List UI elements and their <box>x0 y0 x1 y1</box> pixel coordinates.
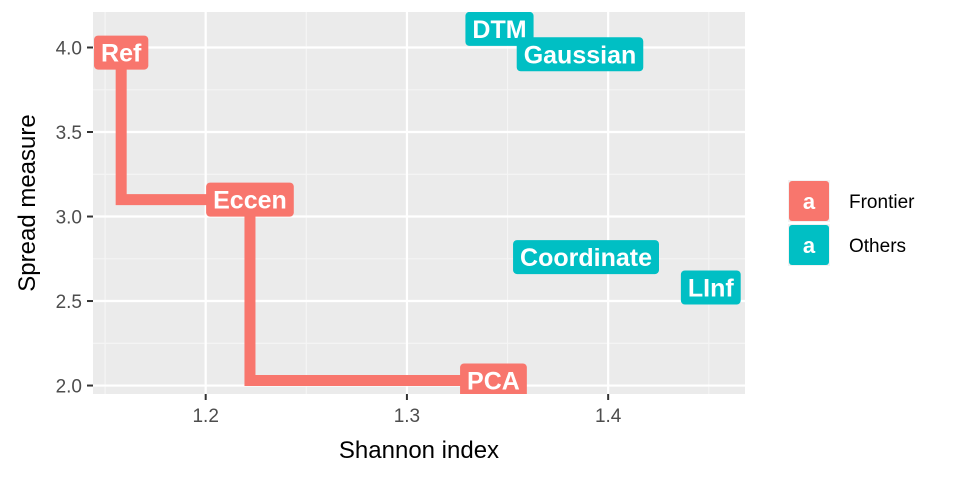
legend-entry-others: a Others <box>788 224 906 266</box>
point-label-box <box>465 12 534 46</box>
y-tick-label: 3.5 <box>56 123 82 144</box>
x-tick-label: 1.3 <box>394 406 420 427</box>
point-label-gaussian: Gaussian <box>516 37 644 72</box>
point-label-text: Eccen <box>213 187 287 215</box>
x-tick-label: 1.2 <box>192 406 218 427</box>
y-tick-label: 3.0 <box>56 208 82 229</box>
point-label-box <box>460 363 527 394</box>
point-label-dtm: DTM <box>465 12 534 46</box>
point-label-box <box>680 270 741 305</box>
point-label-coordinate: Coordinate <box>513 240 659 275</box>
point-label-text: Gaussian <box>524 41 637 69</box>
legend-key-glyph: a <box>803 233 816 258</box>
y-tick-label: 4.0 <box>56 38 82 59</box>
point-label-pca: PCA <box>460 363 527 395</box>
point-label-linf: LInf <box>680 270 741 305</box>
legend: a Frontier a Others <box>788 180 915 266</box>
point-label-text: Ref <box>101 40 142 68</box>
x-tick-label: 1.4 <box>595 406 622 427</box>
legend-key-glyph: a <box>803 189 816 214</box>
legend-key-swatch <box>789 181 829 221</box>
point-label-text: Coordinate <box>520 244 652 272</box>
point-label-box <box>513 240 659 275</box>
point-label-ref: Ref <box>94 35 149 70</box>
point-label-box <box>206 182 294 217</box>
point-label-box <box>516 37 644 72</box>
legend-entry-frontier: a Frontier <box>788 180 915 222</box>
major-gridlines <box>93 12 745 394</box>
point-label-text: PCA <box>467 367 520 395</box>
legend-label: Others <box>849 236 906 257</box>
point-label-box <box>94 35 149 70</box>
x-axis-title: Shannon index <box>339 437 499 464</box>
point-label-text: LInf <box>688 275 734 303</box>
y-tick-label: 2.5 <box>56 292 82 313</box>
legend-key-swatch <box>789 225 829 265</box>
y-axis-title: Spread measure <box>14 114 41 291</box>
y-tick-label: 2.0 <box>56 377 82 398</box>
point-label-eccen: Eccen <box>206 182 294 217</box>
y-axis: 2.0 2.5 3.0 3.5 4.0 <box>56 38 93 398</box>
x-axis: 1.2 1.3 1.4 <box>192 394 622 427</box>
legend-label: Frontier <box>849 192 915 213</box>
